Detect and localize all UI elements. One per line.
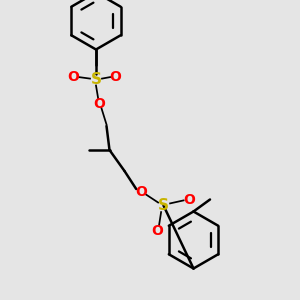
Text: O: O <box>183 193 195 206</box>
Text: S: S <box>91 72 101 87</box>
Text: O: O <box>93 97 105 110</box>
Text: O: O <box>68 70 80 83</box>
Text: O: O <box>152 224 164 238</box>
Text: O: O <box>110 70 122 83</box>
Text: O: O <box>135 185 147 199</box>
Text: S: S <box>158 198 169 213</box>
